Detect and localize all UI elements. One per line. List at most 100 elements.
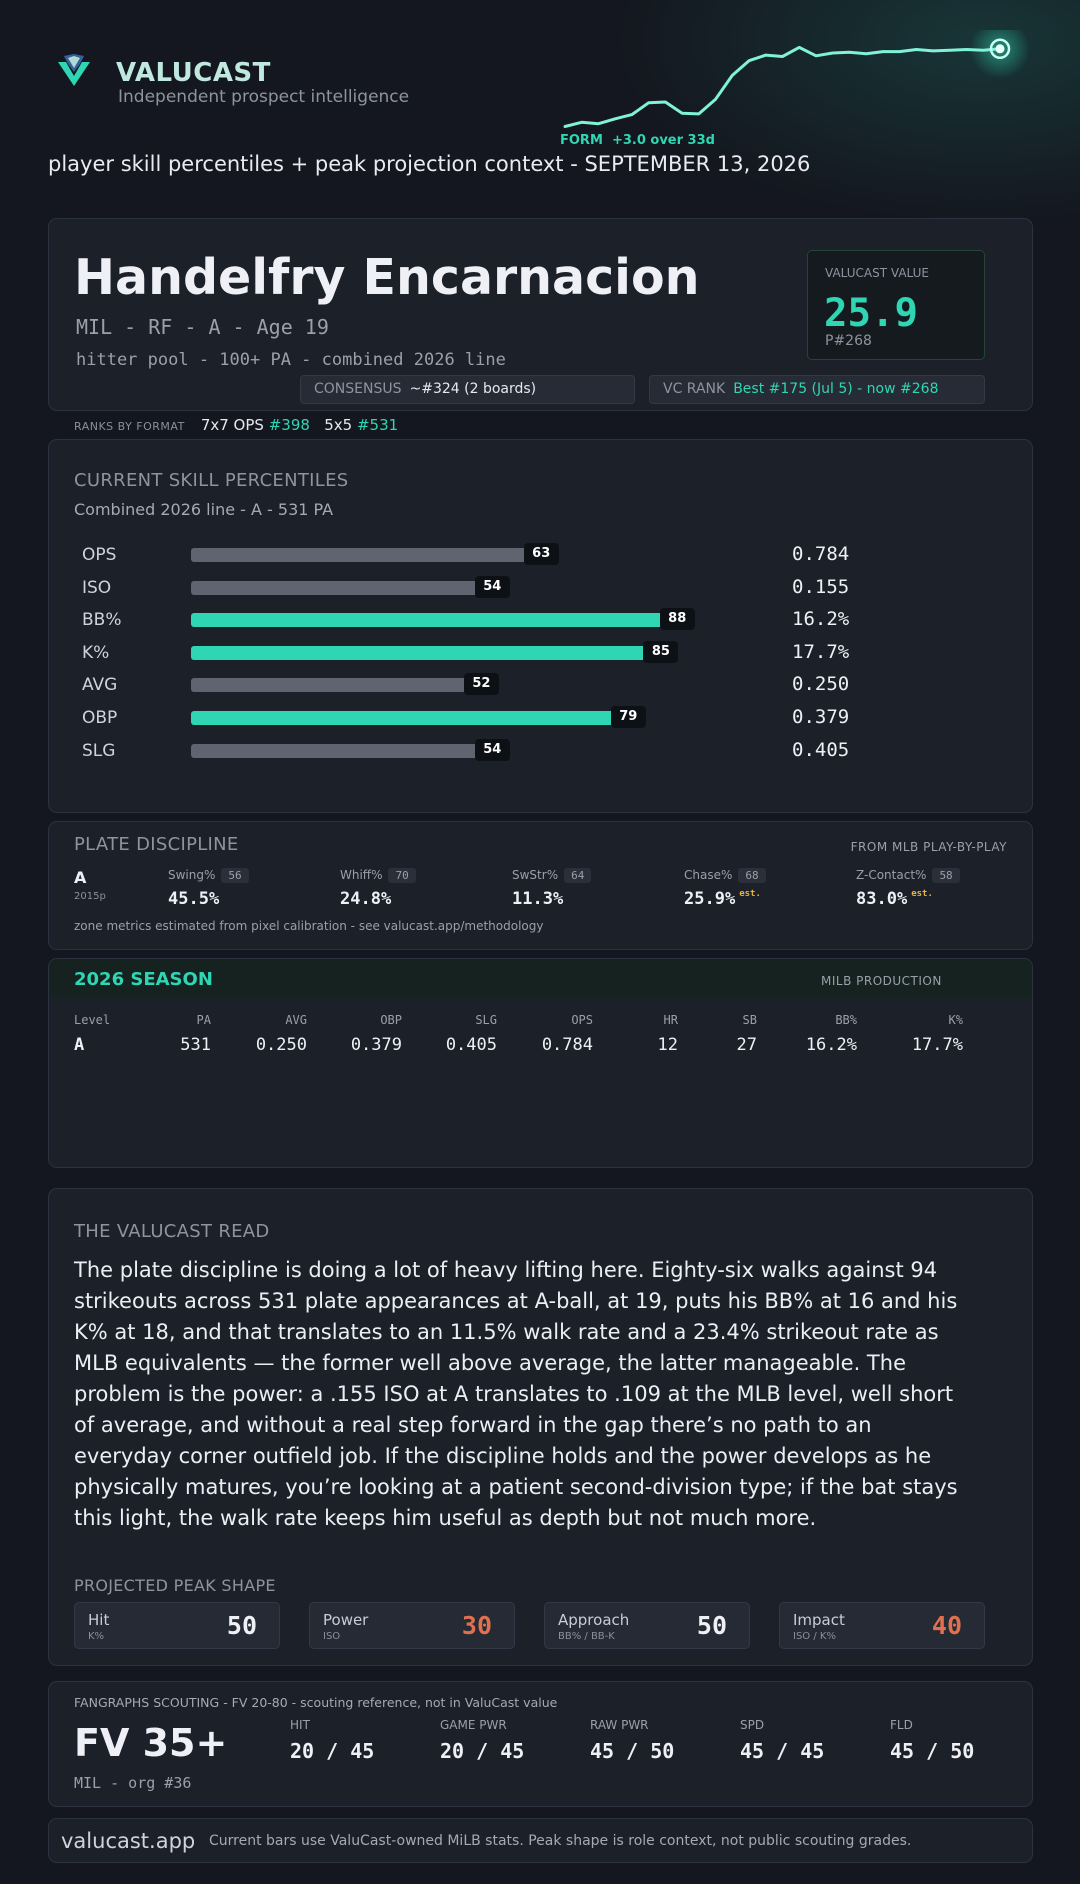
fangraphs-tool-raw-pwr: RAW PWR 45 / 50 (590, 1718, 674, 1763)
ranks-by-format: RANKS BY FORMAT 7x7 OPS #398 5x5 #531 (74, 416, 399, 434)
footer-site-link[interactable]: valucast.app (61, 1829, 196, 1853)
consensus-label: CONSENSUS (314, 381, 402, 397)
plate-discipline-card: PLATE DISCIPLINE FROM MLB PLAY-BY-PLAY A… (48, 821, 1033, 950)
form-label: FORM +3.0 over 33d (560, 133, 715, 148)
skill-row-bb-pct: BB% 88 16.2% (49, 605, 1034, 635)
shape-grade: 50 (226, 1611, 257, 1640)
pd-metric-name: Chase% (684, 868, 733, 882)
footer-note: Current bars use ValuCast-owned MiLB sta… (209, 1833, 912, 1849)
fangraphs-tool-fld: FLD 45 / 50 (890, 1718, 974, 1763)
pd-metric-value-text: 45.5% (168, 889, 220, 909)
season-cell: 12 (657, 1035, 678, 1055)
skill-name: OBP (82, 708, 118, 728)
shape-grade: 40 (931, 1611, 962, 1640)
read-title: THE VALUCAST READ (74, 1221, 270, 1242)
shape-name: Power (323, 1611, 369, 1629)
tool-grade: 45 / 45 (740, 1739, 825, 1763)
fangraphs-tool-game-pwr: GAME PWR 20 / 45 (440, 1718, 524, 1763)
skill-value: 0.155 (792, 575, 850, 598)
skill-bar (191, 678, 474, 693)
pd-metric-value: 45.5% (168, 889, 249, 909)
footer-bar: valucast.app Current bars use ValuCast-o… (48, 1818, 1033, 1863)
page-subtitle: player skill percentiles + peak projecti… (48, 152, 811, 176)
pd-level-sub: 2015p (74, 891, 106, 902)
pd-footnote: zone metrics estimated from pixel calibr… (74, 919, 544, 933)
season-cell: 0.784 (541, 1035, 593, 1055)
season-title: 2026 SEASON (74, 969, 213, 990)
tool-name: HIT (290, 1718, 310, 1732)
player-card: Handelfry Encarnacion MIL - RF - A - Age… (48, 218, 1033, 411)
shape-grade: 30 (461, 1611, 492, 1640)
tool-name: FLD (890, 1718, 913, 1732)
season-header-bar (49, 959, 1032, 997)
tool-name: RAW PWR (590, 1718, 649, 1732)
shape-name: Impact (793, 1611, 845, 1629)
percentile-badge: 54 (474, 738, 510, 761)
season-col-header: Level (74, 1013, 111, 1027)
tool-name: GAME PWR (440, 1718, 507, 1732)
season-col-header: SB (742, 1013, 757, 1027)
pd-metric-pct: 64 (564, 868, 592, 883)
percentile-badge: 85 (643, 640, 679, 663)
vc-rank-label: VC RANK (663, 381, 726, 397)
season-cell: 531 (180, 1035, 211, 1055)
value-label: VALUCAST VALUE (825, 266, 929, 280)
skill-value: 0.784 (792, 543, 850, 565)
skill-value: 0.250 (792, 673, 850, 696)
pd-metric-value: 25.9% est. (684, 889, 766, 909)
season-col-header: HR (663, 1013, 678, 1027)
season-cell: 0.405 (445, 1035, 497, 1055)
vc-rank-value: Best #175 (Jul 5) - now #268 (733, 381, 939, 397)
skills-subtitle: Combined 2026 line - A - 531 PA (74, 500, 334, 519)
player-meta: MIL - RF - A - Age 19 (76, 315, 329, 339)
shape-grade: 50 (696, 1611, 727, 1640)
brand-name: VALUCAST (116, 58, 271, 88)
percentile-badge: 79 (610, 706, 646, 728)
skill-bar (191, 613, 670, 628)
player-name: Handelfry Encarnacion (74, 249, 700, 306)
ranks-label: RANKS BY FORMAT (74, 420, 185, 433)
skill-value: 0.379 (792, 706, 850, 728)
season-col-header: BB% (835, 1013, 857, 1027)
skill-row-slg: SLG 54 0.405 (49, 736, 1034, 766)
brand-logo-icon (54, 52, 94, 90)
skill-row-avg: AVG 52 0.250 (49, 670, 1034, 700)
skills-title: CURRENT SKILL PERCENTILES (74, 470, 349, 491)
season-col-header: SLG (475, 1013, 497, 1027)
skill-name: AVG (82, 675, 118, 696)
pd-metric-pct: 56 (221, 868, 249, 883)
skill-row-iso: ISO 54 0.155 (49, 573, 1034, 603)
pd-metric-value: 11.3% (512, 889, 591, 909)
pd-metric: Z-Contact% 58 83.0% est. (856, 864, 960, 909)
pd-metric-name: Whiff% (340, 868, 383, 882)
skill-name: SLG (82, 740, 116, 761)
shape-subtitle: ISO / K% (793, 1631, 836, 1642)
skill-value: 16.2% (792, 608, 850, 631)
season-col-header: OPS (571, 1013, 593, 1027)
fangraphs-card: FANGRAPHS SCOUTING - FV 20-80 - scouting… (48, 1681, 1033, 1807)
season-cell: A (74, 1035, 85, 1055)
consensus-pill: CONSENSUS ~#324 (2 boards) (300, 375, 635, 404)
pd-metric: Swing% 56 45.5% (168, 864, 249, 909)
pd-level: A (74, 868, 87, 887)
pd-metric-name: Swing% (168, 868, 216, 882)
skill-percentiles-card: CURRENT SKILL PERCENTILES Combined 2026 … (48, 439, 1033, 813)
fv-org: MIL - org #36 (74, 1774, 192, 1792)
percentile-badge: 54 (474, 575, 510, 598)
skill-value: 0.405 (792, 738, 850, 761)
percentile-badge: 63 (523, 543, 559, 565)
value-number: 25.9 (824, 291, 918, 336)
tool-grade: 45 / 50 (890, 1739, 975, 1763)
tool-grade: 20 / 45 (440, 1739, 525, 1763)
pd-metric-value-text: 83.0% (856, 889, 908, 909)
tool-grade: 45 / 50 (590, 1739, 675, 1763)
skill-bar (191, 711, 621, 725)
season-col-header: OBP (380, 1013, 402, 1027)
shape-name: Approach (558, 1611, 630, 1629)
estimate-badge: est. (739, 889, 761, 899)
pd-metric-name: Z-Contact% (856, 868, 927, 882)
pd-metric-value: 24.8% (340, 889, 416, 909)
pd-metric-value: 83.0% est. (856, 889, 960, 909)
percentile-badge: 88 (659, 608, 695, 631)
pd-metric-pct: 70 (388, 868, 416, 883)
